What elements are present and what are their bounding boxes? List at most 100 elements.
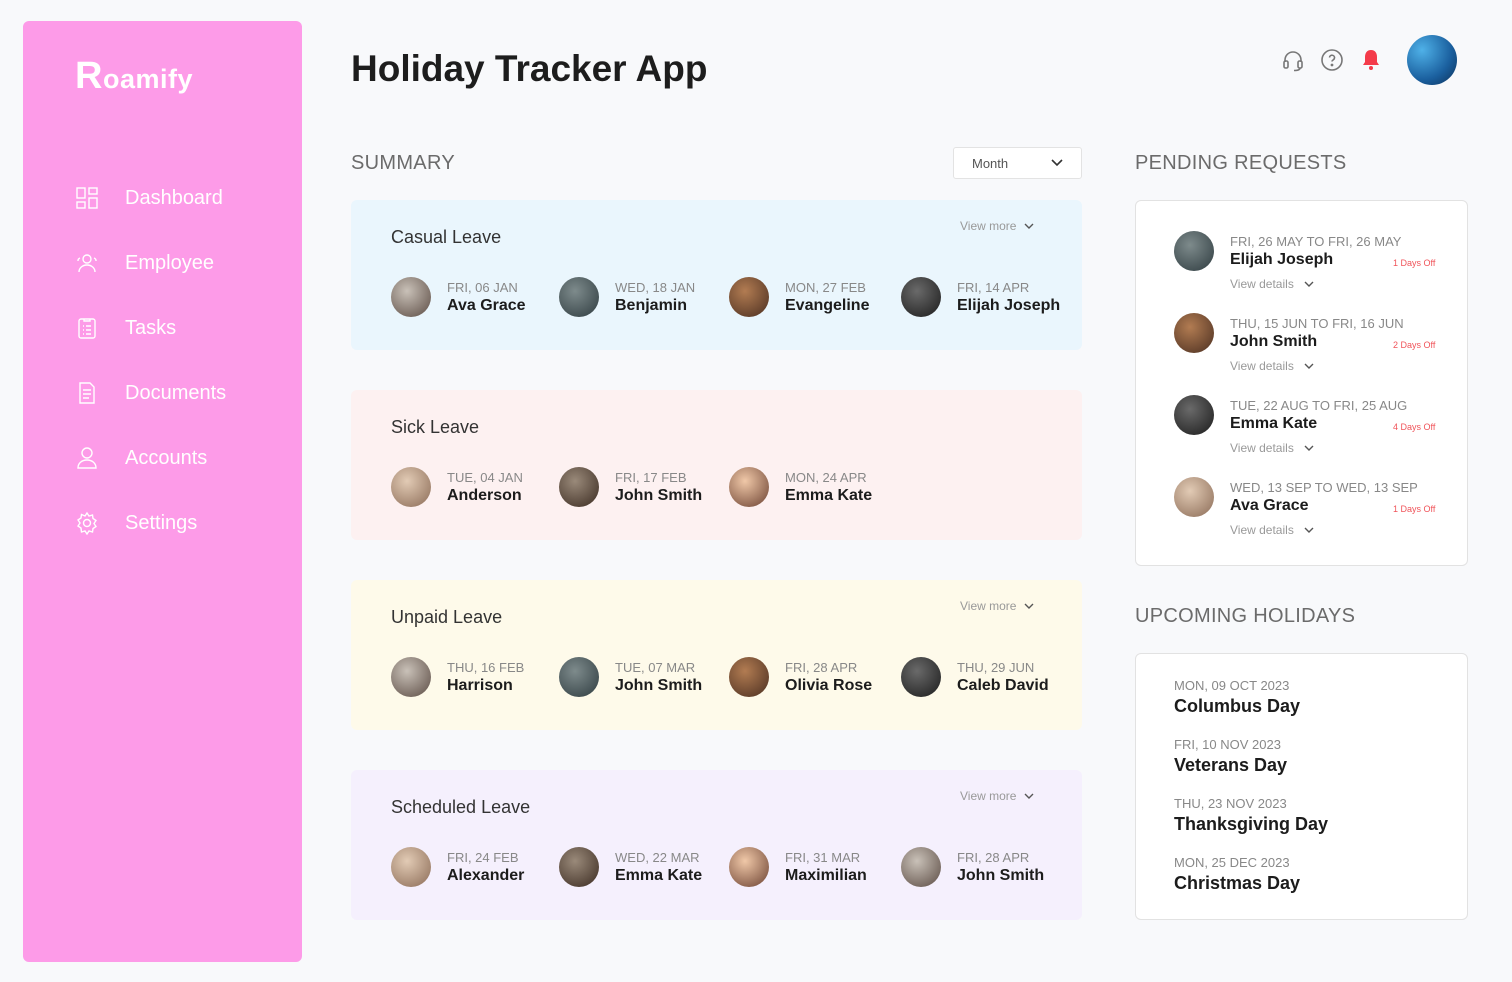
chevron-down-icon xyxy=(1304,281,1314,287)
view-more-label: View more xyxy=(960,789,1017,803)
request-dates: WED, 13 SEP TO WED, 13 SEP xyxy=(1230,480,1418,495)
view-details-label: View details xyxy=(1230,359,1294,373)
view-more-button[interactable]: View more xyxy=(960,219,1034,233)
leave-entry[interactable]: WED, 22 MAR Emma Kate xyxy=(559,847,702,887)
avatar xyxy=(901,847,941,887)
leave-entry[interactable]: FRI, 28 APR Olivia Rose xyxy=(729,657,872,697)
leave-entry[interactable]: TUE, 07 MAR John Smith xyxy=(559,657,702,697)
card-title: Scheduled Leave xyxy=(391,797,531,817)
holiday-item: MON, 09 OCT 2023 Columbus Day xyxy=(1174,678,1300,717)
leave-entry[interactable]: FRI, 24 FEB Alexander xyxy=(391,847,524,887)
request-dates: TUE, 22 AUG TO FRI, 25 AUG xyxy=(1230,398,1408,413)
help-icon[interactable] xyxy=(1320,48,1344,72)
leave-date: MON, 24 APR xyxy=(785,469,867,485)
gear-icon xyxy=(77,511,97,535)
period-select[interactable]: Month xyxy=(953,147,1082,179)
days-off-badge: 4 Days Off xyxy=(1393,422,1436,432)
leave-entry[interactable]: MON, 24 APR Emma Kate xyxy=(729,467,872,507)
avatar xyxy=(391,847,431,887)
view-details-button[interactable]: View details xyxy=(1230,359,1314,373)
view-details-button[interactable]: View details xyxy=(1230,441,1314,455)
leave-date: FRI, 06 JAN xyxy=(447,279,518,295)
view-details-button[interactable]: View details xyxy=(1230,277,1314,291)
holiday-date: FRI, 10 NOV 2023 xyxy=(1174,737,1281,752)
avatar[interactable] xyxy=(1407,35,1457,85)
employee-name: Emma Kate xyxy=(785,486,873,504)
employee-name: Evangeline xyxy=(785,296,870,314)
chevron-down-icon xyxy=(1024,223,1034,229)
avatar xyxy=(391,467,431,507)
view-more-label: View more xyxy=(960,219,1017,233)
holiday-date: MON, 09 OCT 2023 xyxy=(1174,678,1290,693)
employee-name: Alexander xyxy=(447,866,525,884)
employee-name: Elijah Joseph xyxy=(1230,251,1334,268)
sidebar-item-dashboard[interactable]: Dashboard xyxy=(75,186,223,210)
sidebar-item-tasks[interactable]: Tasks xyxy=(75,316,176,340)
sidebar-item-documents[interactable]: Documents xyxy=(75,381,226,405)
employee-name: John Smith xyxy=(957,866,1045,884)
leave-date: FRI, 28 APR xyxy=(785,659,858,675)
leave-entry[interactable]: FRI, 06 JAN Ava Grace xyxy=(391,277,526,317)
leave-card-unpaid-leave: Unpaid Leave View more THU, 16 FEB Harrison… xyxy=(351,580,1082,730)
leave-date: THU, 16 FEB xyxy=(447,659,525,675)
leave-entry[interactable]: TUE, 04 JAN Anderson xyxy=(391,467,523,507)
leave-date: FRI, 17 FEB xyxy=(615,469,687,485)
leave-entry[interactable]: FRI, 31 MAR Maximilian xyxy=(729,847,867,887)
employee-name: Anderson xyxy=(447,486,522,504)
holiday-item: FRI, 10 NOV 2023 Veterans Day xyxy=(1174,737,1287,776)
chevron-down-icon xyxy=(1051,159,1063,167)
chevron-down-icon xyxy=(1304,445,1314,451)
leave-date: TUE, 04 JAN xyxy=(447,469,523,485)
summary-heading: SUMMARY xyxy=(351,152,455,174)
leave-date: THU, 29 JUN xyxy=(957,659,1035,675)
bell-icon[interactable] xyxy=(1360,48,1382,72)
view-details-label: View details xyxy=(1230,523,1294,537)
sidebar-item-accounts[interactable]: Accounts xyxy=(75,446,207,470)
avatar xyxy=(901,277,941,317)
employee-name: Olivia Rose xyxy=(785,676,873,694)
leave-entry[interactable]: FRI, 28 APR John Smith xyxy=(901,847,1044,887)
view-details-button[interactable]: View details xyxy=(1230,523,1314,537)
leave-date: WED, 22 MAR xyxy=(615,849,700,865)
avatar xyxy=(1174,313,1214,353)
leave-entry[interactable]: FRI, 17 FEB John Smith xyxy=(559,467,702,507)
avatar xyxy=(559,277,599,317)
leave-entry[interactable]: WED, 18 JAN Benjamin xyxy=(559,277,695,317)
sidebar-item-label: Documents xyxy=(125,381,227,404)
sidebar-item-settings[interactable]: Settings xyxy=(75,511,197,535)
leave-card-scheduled-leave: Scheduled Leave View more FRI, 24 FEB Alexa… xyxy=(351,770,1082,920)
leave-entry[interactable]: THU, 29 JUN Caleb David xyxy=(901,657,1049,697)
sidebar-item-employee[interactable]: Employee xyxy=(75,251,214,275)
view-more-button[interactable]: View more xyxy=(960,599,1034,613)
sidebar-item-label: Tasks xyxy=(125,316,177,339)
employee-name: Ava Grace xyxy=(1230,497,1309,514)
sidebar-item-label: Settings xyxy=(125,511,198,534)
headset-icon[interactable] xyxy=(1281,48,1305,72)
employee-name: Elijah Joseph xyxy=(957,296,1061,314)
sidebar-item-label: Employee xyxy=(125,251,214,274)
employee-name: Emma Kate xyxy=(1230,415,1318,432)
avatar xyxy=(559,847,599,887)
leave-date: FRI, 31 MAR xyxy=(785,849,861,865)
holiday-date: MON, 25 DEC 2023 xyxy=(1174,855,1290,870)
leave-entry[interactable]: FRI, 14 APR Elijah Joseph xyxy=(901,277,1060,317)
avatar xyxy=(901,657,941,697)
view-more-button[interactable]: View more xyxy=(960,789,1034,803)
accounts-icon xyxy=(77,447,97,469)
card-title: Unpaid Leave xyxy=(391,607,503,627)
days-off-badge: 2 Days Off xyxy=(1393,340,1436,350)
tasks-icon xyxy=(78,318,96,339)
leave-card-casual-leave: Casual Leave View more FRI, 06 JAN Ava Grac… xyxy=(351,200,1082,350)
employee-icon xyxy=(77,254,97,273)
holiday-item: THU, 23 NOV 2023 Thanksgiving Day xyxy=(1174,796,1328,835)
holiday-date: THU, 23 NOV 2023 xyxy=(1174,796,1287,811)
period-value: Month xyxy=(972,155,1009,171)
page-title: Holiday Tracker App xyxy=(351,48,708,89)
leave-entry[interactable]: MON, 27 FEB Evangeline xyxy=(729,277,869,317)
roamify-logo[interactable]: Roamify xyxy=(75,55,193,97)
leave-entry[interactable]: THU, 16 FEB Harrison xyxy=(391,657,524,697)
leave-date: MON, 27 FEB xyxy=(785,279,866,295)
holiday-name: Veterans Day xyxy=(1174,755,1288,775)
employee-name: Harrison xyxy=(447,676,513,694)
employee-name: Caleb David xyxy=(957,676,1049,694)
